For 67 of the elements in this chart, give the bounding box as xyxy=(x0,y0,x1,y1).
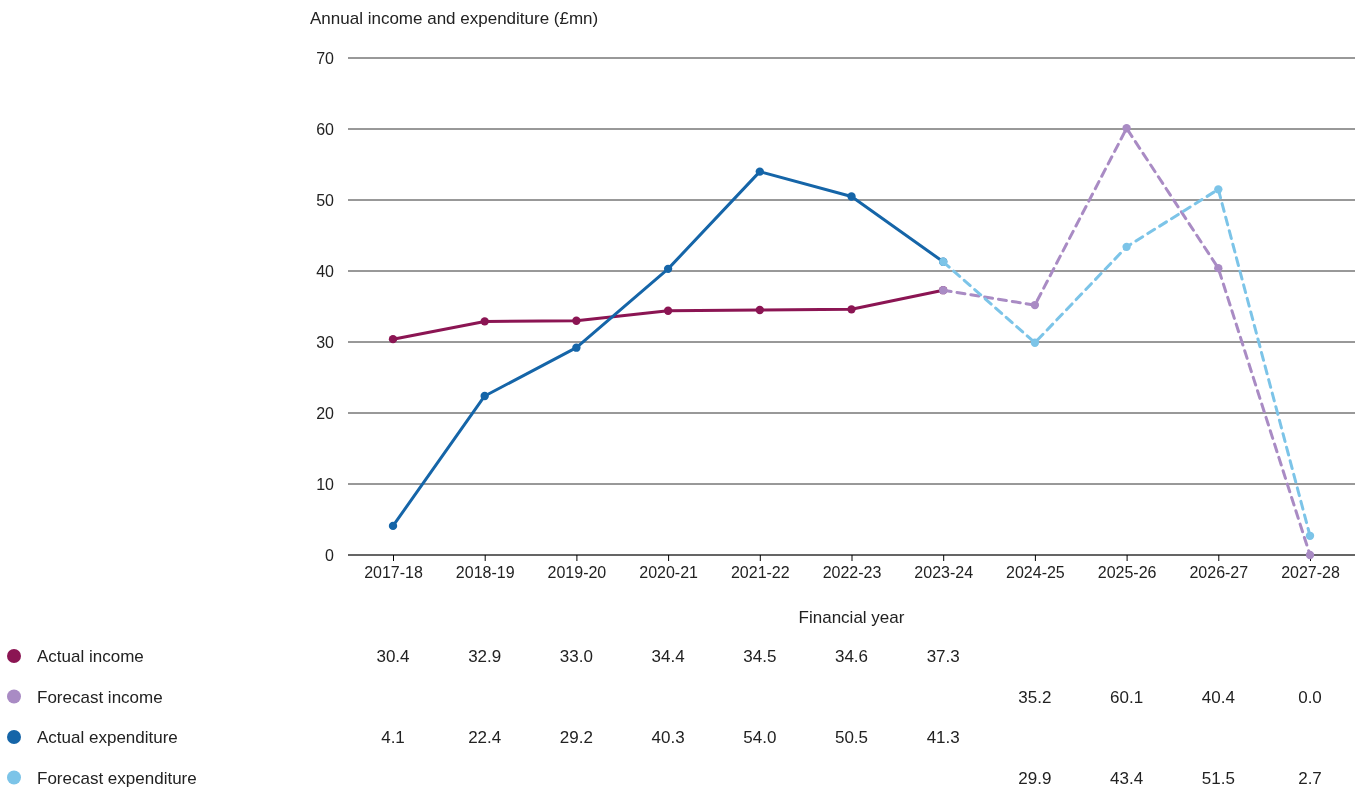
data-label: 34.5 xyxy=(743,647,777,666)
point xyxy=(755,305,764,315)
x-tick-label: 2026-27 xyxy=(1189,564,1249,582)
y-axis-title: Annual income and expenditure (£mn) xyxy=(310,9,599,28)
point xyxy=(755,167,764,176)
data-label: 37.3 xyxy=(926,647,960,666)
y-tick-label: 70 xyxy=(316,49,335,67)
data-label: 2.7 xyxy=(1298,768,1322,788)
data-label: 33.0 xyxy=(559,647,593,666)
data-label: 50.5 xyxy=(834,728,869,747)
data-label: 51.5 xyxy=(1201,768,1235,788)
point xyxy=(480,317,489,326)
x-tick-label: 2023-24 xyxy=(914,564,974,582)
x-tick-label: 2020-21 xyxy=(639,564,699,582)
data-label: 0.0 xyxy=(1298,687,1322,707)
x-tick-label: 2022-23 xyxy=(822,564,882,582)
data-label: 29.2 xyxy=(559,728,593,747)
data-label: 34.4 xyxy=(651,647,685,666)
x-tick-label: 2025-26 xyxy=(1097,564,1157,582)
point xyxy=(847,305,856,314)
legend-label: Actual income xyxy=(37,647,144,666)
y-tick-label: 60 xyxy=(316,120,335,138)
point xyxy=(663,306,673,315)
point xyxy=(480,391,489,401)
point xyxy=(1305,531,1315,541)
data-label: 29.9 xyxy=(1018,768,1052,788)
point xyxy=(1122,124,1131,133)
data-label: 34.6 xyxy=(834,647,869,666)
y-tick-label: 40 xyxy=(316,262,335,280)
x-axis-title: Financial year xyxy=(798,608,905,627)
legend-label: Forecast expenditure xyxy=(37,768,197,788)
data-label: 41.3 xyxy=(926,728,960,747)
x-tick-label: 2019-20 xyxy=(547,564,607,582)
point xyxy=(847,192,856,201)
y-tick-label: 10 xyxy=(316,475,335,493)
point xyxy=(663,264,673,274)
point xyxy=(1214,263,1223,273)
x-tick-label: 2024-25 xyxy=(1006,564,1065,582)
x-tick-label: 2027-28 xyxy=(1281,564,1340,582)
legend-label: Actual expenditure xyxy=(37,728,178,747)
point xyxy=(1122,242,1131,252)
data-label: 54.0 xyxy=(743,728,777,747)
point xyxy=(1305,550,1315,560)
data-label: 43.4 xyxy=(1110,768,1144,788)
legend-label: Forecast income xyxy=(37,687,163,707)
x-tick-label: 2018-19 xyxy=(455,564,515,582)
data-label: 40.4 xyxy=(1201,687,1235,707)
x-tick-label: 2021-22 xyxy=(730,564,790,582)
y-tick-label: 50 xyxy=(316,191,335,209)
data-label: 35.2 xyxy=(1018,687,1052,707)
data-label: 30.4 xyxy=(376,647,410,666)
x-tick-label: 2017-18 xyxy=(364,564,423,582)
point xyxy=(1030,338,1040,347)
point xyxy=(388,334,398,344)
point xyxy=(572,316,581,325)
point xyxy=(1214,185,1223,194)
data-label: 40.3 xyxy=(651,728,685,747)
data-label: 4.1 xyxy=(381,728,405,747)
y-tick-label: 0 xyxy=(325,546,335,564)
data-label: 60.1 xyxy=(1110,687,1144,707)
point xyxy=(388,521,398,531)
point xyxy=(1030,300,1040,310)
point xyxy=(572,343,581,352)
data-label: 22.4 xyxy=(468,728,502,747)
y-tick-label: 20 xyxy=(316,404,335,422)
y-tick-label: 30 xyxy=(316,333,335,351)
data-label: 32.9 xyxy=(468,647,502,666)
